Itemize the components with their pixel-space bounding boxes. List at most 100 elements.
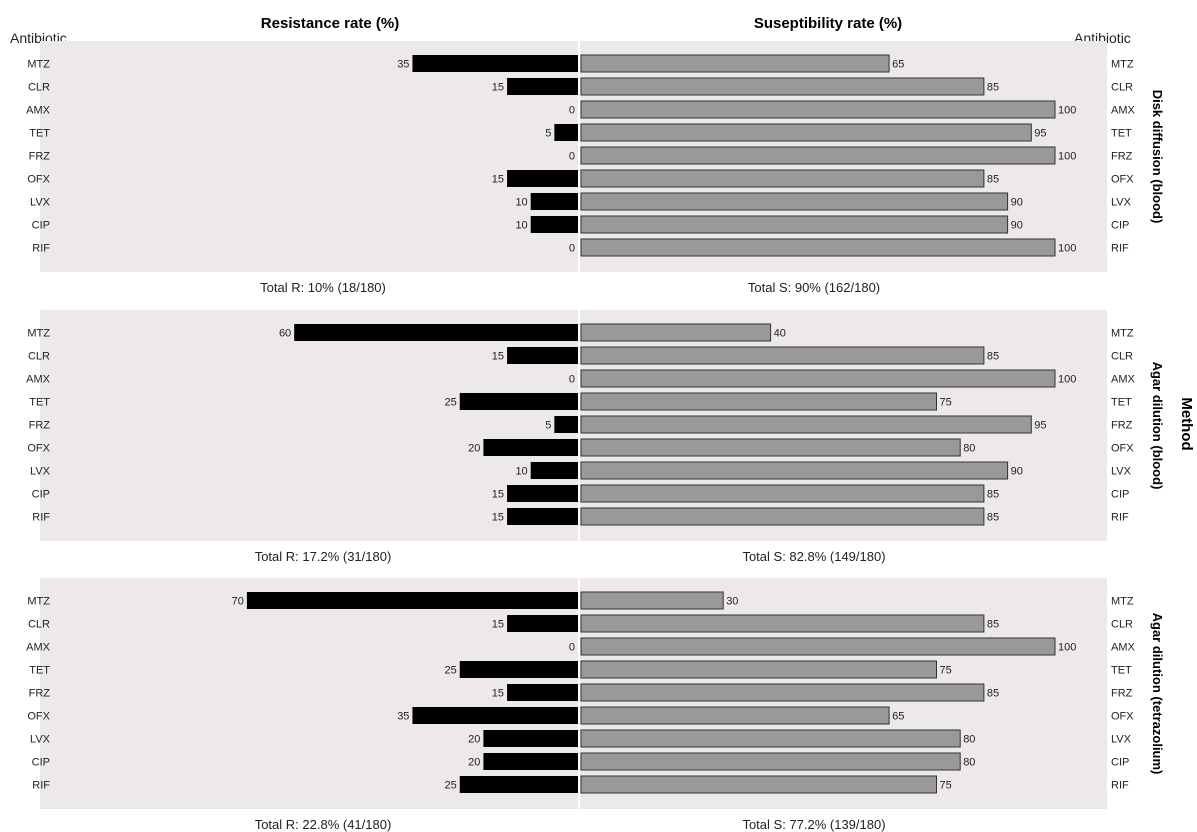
- tick-label-right: FRZ: [1111, 151, 1133, 163]
- susceptibility-bar: [580, 507, 985, 526]
- susceptibility-value-label: 90: [1011, 197, 1023, 209]
- tick-label-right: AMX: [1111, 374, 1136, 386]
- tick-label-right: CIP: [1111, 220, 1129, 232]
- tick-label-left: AMX: [26, 642, 51, 654]
- susceptibility-bar: [580, 323, 772, 342]
- susceptibility-value-label: 65: [892, 711, 904, 723]
- tick-label-left: MTZ: [27, 328, 50, 340]
- panel-bg-left: [40, 310, 578, 541]
- tick-label-right: AMX: [1111, 105, 1136, 117]
- resistance-value-label: 15: [492, 82, 504, 94]
- tick-label-right: TET: [1111, 397, 1132, 409]
- susceptibility-value-label: 95: [1034, 420, 1046, 432]
- resistance-value-label: 20: [468, 757, 480, 769]
- tick-label-left: CLR: [28, 82, 50, 94]
- total-resistance: Total R: 10% (18/180): [260, 280, 386, 295]
- susceptibility-value-label: 100: [1058, 374, 1076, 386]
- resistance-bar: [459, 393, 578, 410]
- tick-label-right: CIP: [1111, 757, 1129, 769]
- tick-label-left: CIP: [32, 220, 50, 232]
- tick-label-right: CLR: [1111, 82, 1133, 94]
- tick-label-left: CIP: [32, 757, 50, 769]
- resistance-value-label: 35: [397, 711, 409, 723]
- susceptibility-bar: [580, 775, 937, 794]
- resistance-bar: [530, 462, 578, 479]
- resistance-bar: [507, 170, 578, 187]
- susceptibility-bar: [580, 461, 1009, 480]
- resistance-value-label: 10: [515, 220, 527, 232]
- tick-label-right: LVX: [1111, 466, 1132, 478]
- resistance-bar: [554, 124, 578, 141]
- resistance-bar: [483, 753, 578, 770]
- resistance-bar: [483, 439, 578, 456]
- susceptibility-bar: [580, 683, 985, 702]
- resistance-bar: [507, 78, 578, 95]
- tick-label-left: AMX: [26, 105, 51, 117]
- susceptibility-value-label: 40: [774, 328, 786, 340]
- total-susceptibility: Total S: 82.8% (149/180): [742, 549, 885, 564]
- resistance-bar: [507, 508, 578, 525]
- resistance-value-label: 15: [492, 174, 504, 186]
- susceptibility-bar: [580, 215, 1009, 234]
- resistance-bar: [412, 707, 578, 724]
- susceptibility-value-label: 30: [726, 596, 738, 608]
- resistance-value-label: 25: [445, 780, 457, 792]
- susceptibility-bar: [580, 77, 985, 96]
- panel-bg-left: [40, 41, 578, 272]
- tick-label-left: LVX: [30, 197, 51, 209]
- panel-3: MTZ MTZ 70 30 CLR CLR 15 85 AMX AMX 0 100 TET TET 25 75…: [26, 578, 1165, 832]
- tick-label-right: MTZ: [1111, 596, 1134, 608]
- tick-label-right: LVX: [1111, 197, 1132, 209]
- resistance-value-label: 15: [492, 489, 504, 501]
- susceptibility-value-label: 80: [963, 443, 975, 455]
- susceptibility-bar: [580, 706, 890, 725]
- resistance-value-label: 0: [569, 105, 575, 117]
- susceptibility-bar: [580, 591, 724, 610]
- resistance-bar: [483, 730, 578, 747]
- tick-label-left: MTZ: [27, 59, 50, 71]
- susceptibility-bar: [580, 392, 937, 411]
- resistance-bar: [459, 776, 578, 793]
- tick-label-right: OFX: [1111, 443, 1134, 455]
- tick-label-left: TET: [29, 665, 50, 677]
- tick-label-right: FRZ: [1111, 688, 1133, 700]
- panel-bg-left: [40, 578, 578, 809]
- resistance-value-label: 20: [468, 734, 480, 746]
- susceptibility-value-label: 65: [892, 59, 904, 71]
- tick-label-left: OFX: [27, 711, 50, 723]
- facet-label: Agar dilution (tetrazolium): [1150, 613, 1165, 775]
- total-susceptibility: Total S: 77.2% (139/180): [742, 817, 885, 832]
- susceptibility-bar: [580, 415, 1032, 434]
- resistance-bar: [294, 324, 578, 341]
- tick-label-left: MTZ: [27, 596, 50, 608]
- susceptibility-value-label: 85: [987, 489, 999, 501]
- facet-label: Disk diffusion (blood): [1150, 90, 1165, 224]
- tick-label-right: CLR: [1111, 619, 1133, 631]
- susceptibility-value-label: 95: [1034, 128, 1046, 140]
- resistance-bar: [507, 485, 578, 502]
- tick-label-left: LVX: [30, 466, 51, 478]
- resistance-value-label: 35: [397, 59, 409, 71]
- tick-label-left: TET: [29, 397, 50, 409]
- susceptibility-bar: [580, 100, 1056, 119]
- resistance-value-label: 0: [569, 642, 575, 654]
- tick-label-left: CLR: [28, 351, 50, 363]
- resistance-bar: [459, 661, 578, 678]
- susceptibility-value-label: 85: [987, 619, 999, 631]
- susceptibility-bar: [580, 346, 985, 365]
- susceptibility-bar: [580, 729, 961, 748]
- susceptibility-value-label: 100: [1058, 642, 1076, 654]
- tick-label-left: FRZ: [29, 420, 51, 432]
- resistance-bar: [530, 193, 578, 210]
- susceptibility-value-label: 85: [987, 82, 999, 94]
- tick-label-left: TET: [29, 128, 50, 140]
- resistance-value-label: 25: [445, 665, 457, 677]
- susceptibility-bar: [580, 169, 985, 188]
- tick-label-right: AMX: [1111, 642, 1136, 654]
- tick-label-right: CIP: [1111, 489, 1129, 501]
- susceptibility-value-label: 75: [940, 397, 952, 409]
- tick-label-left: FRZ: [29, 688, 51, 700]
